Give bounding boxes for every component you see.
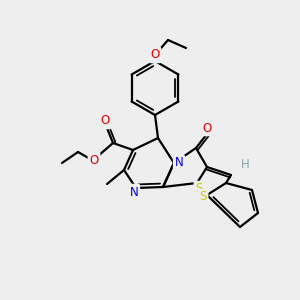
Text: H: H <box>241 158 250 172</box>
Text: O: O <box>89 154 99 166</box>
Text: N: N <box>175 157 183 169</box>
Text: S: S <box>195 182 203 196</box>
Text: S: S <box>199 190 207 203</box>
Text: O: O <box>100 115 109 128</box>
Text: O: O <box>150 49 160 62</box>
Text: O: O <box>202 122 211 134</box>
Text: N: N <box>130 185 138 199</box>
